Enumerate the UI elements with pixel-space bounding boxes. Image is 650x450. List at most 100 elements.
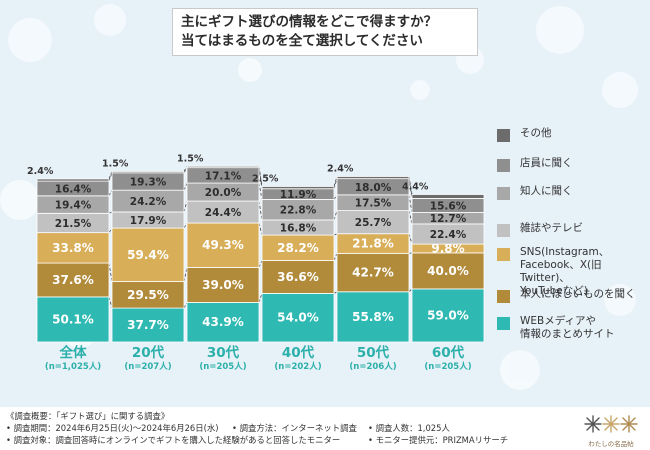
category-label: 40代 xyxy=(282,344,315,361)
data-label: 4.4% xyxy=(402,181,429,192)
data-label: 49.3% xyxy=(202,238,244,252)
data-label: 43.9% xyxy=(202,315,244,329)
bar-segment xyxy=(186,302,260,343)
connector-line xyxy=(333,291,338,294)
connector-line xyxy=(258,293,263,303)
chart-title-line1: 主にギフト選びの情報をどこで得ますか？ xyxy=(181,14,438,30)
connector-line xyxy=(183,267,188,282)
legend-swatch xyxy=(497,187,510,200)
footer-line-provider: • モニター提供元：PRIZMAリサーチ xyxy=(368,435,509,445)
category-sample-label: (n=207人) xyxy=(124,361,171,372)
connector-line xyxy=(108,227,113,233)
connector-line xyxy=(258,200,263,221)
data-label: 17.9% xyxy=(130,215,167,227)
data-label: 24.2% xyxy=(130,196,167,208)
legend-swatch xyxy=(497,290,510,303)
legend-swatch xyxy=(497,317,510,330)
legend-item: SNS(Instagram、 Facebook、X(旧Twitter)、 You… xyxy=(497,246,647,298)
data-label: 37.7% xyxy=(127,318,169,332)
connector-line xyxy=(258,182,263,200)
connector-line xyxy=(333,178,338,189)
bar-segment xyxy=(336,291,410,343)
legend-label: SNS(Instagram、 Facebook、X(旧Twitter)、 You… xyxy=(520,246,610,297)
legend-swatch xyxy=(497,129,510,142)
bar-segment xyxy=(186,165,260,169)
data-label: 33.8% xyxy=(52,241,94,255)
category-sample-label: (n=205人) xyxy=(199,361,246,372)
footer-line-period: • 調査期間：2024年6月25日(火)～2024年6月26日(水) xyxy=(6,423,219,433)
data-label: 2.5% xyxy=(252,173,279,184)
bar-segment xyxy=(36,262,110,298)
bar-segment xyxy=(186,266,260,303)
data-label: 29.5% xyxy=(127,288,169,302)
data-label: 12.7% xyxy=(430,213,467,225)
connector-line xyxy=(408,194,413,213)
data-label: 24.4% xyxy=(205,207,242,219)
chart-title-line2: 当てはまるものを全て選択してください xyxy=(181,33,423,49)
bar-segment xyxy=(261,186,335,190)
legend-item: 店員に聞く xyxy=(497,157,573,172)
bar-segment xyxy=(186,222,260,268)
data-label: 1.5% xyxy=(102,158,129,169)
data-label: 55.8% xyxy=(352,310,394,324)
data-label: 22.8% xyxy=(280,205,317,217)
category-sample-label: (n=1,025人) xyxy=(45,361,101,372)
connector-line xyxy=(108,171,113,180)
connector-line xyxy=(333,194,338,200)
connector-line xyxy=(408,178,413,199)
connector-line xyxy=(258,222,263,236)
connector-line xyxy=(183,222,188,229)
data-label: 59.4% xyxy=(127,248,169,262)
connector-line xyxy=(408,233,413,245)
data-label: 1.5% xyxy=(177,153,204,164)
connector-line xyxy=(183,182,188,191)
data-label: 25.7% xyxy=(355,217,392,229)
connector-line xyxy=(108,296,113,309)
legend-swatch xyxy=(497,224,510,237)
data-label: 17.5% xyxy=(355,198,392,210)
brand-logo: わたしの名品帖 xyxy=(575,410,647,448)
flower-logo-icon xyxy=(584,415,638,433)
data-label: 17.1% xyxy=(205,170,242,182)
data-label: 16.8% xyxy=(280,223,317,235)
bar-segment xyxy=(261,292,335,343)
legend-label: WEBメディアや 情報のまとめサイト xyxy=(520,315,615,340)
footer-line-target: • 調査対象：調査回答時にオンラインでギフトを購入した経験があると回答したモニタ… xyxy=(6,435,341,445)
connector-line xyxy=(333,176,338,187)
connector-line xyxy=(183,200,188,213)
data-label: 39.0% xyxy=(202,278,244,292)
footer-line-count: • 調査人数：1,025人 xyxy=(368,423,450,433)
legend-swatch xyxy=(497,159,510,172)
category-sample-label: (n=205人) xyxy=(424,361,471,372)
legend-label: 雑誌やテレビ xyxy=(520,222,583,234)
data-label: 50.1% xyxy=(52,312,94,326)
connector-line xyxy=(333,233,338,236)
connector-line xyxy=(333,253,338,261)
category-label: 全体 xyxy=(59,344,87,361)
logo-text: わたしの名品帖 xyxy=(588,440,634,448)
footer-line-overview: 《調査概要：「ギフト選び」に関する調査》 xyxy=(6,411,170,421)
data-label: 22.4% xyxy=(430,229,467,241)
connector-line xyxy=(108,172,113,182)
data-label: 40.0% xyxy=(427,264,469,278)
chart-title-box: 主にギフト選びの情報をどこで得ますか？ 当てはまるものを全て選択してください xyxy=(172,8,478,56)
bar-segment xyxy=(261,260,335,294)
data-label: 36.6% xyxy=(277,270,319,284)
data-label: 19.3% xyxy=(130,176,167,188)
data-label: 54.0% xyxy=(277,311,319,325)
data-label: 28.2% xyxy=(277,241,319,255)
category-sample-label: (n=202人) xyxy=(274,361,321,372)
data-label: 2.4% xyxy=(327,163,354,174)
connector-line xyxy=(108,189,113,197)
data-label: 42.7% xyxy=(352,266,394,280)
connector-line xyxy=(333,210,338,221)
survey-footer: 《調査概要：「ギフト選び」に関する調査》 • 調査期間：2024年6月25日(火… xyxy=(0,407,650,450)
legend-label: 知人に聞く xyxy=(520,185,573,197)
connector-line xyxy=(183,302,188,309)
legend-item: 雑誌やテレビ xyxy=(497,222,583,237)
bar-segment xyxy=(111,307,185,343)
data-label: 20.0% xyxy=(205,187,242,199)
category-label: 20代 xyxy=(132,344,165,361)
legend-label: その他 xyxy=(520,127,552,139)
